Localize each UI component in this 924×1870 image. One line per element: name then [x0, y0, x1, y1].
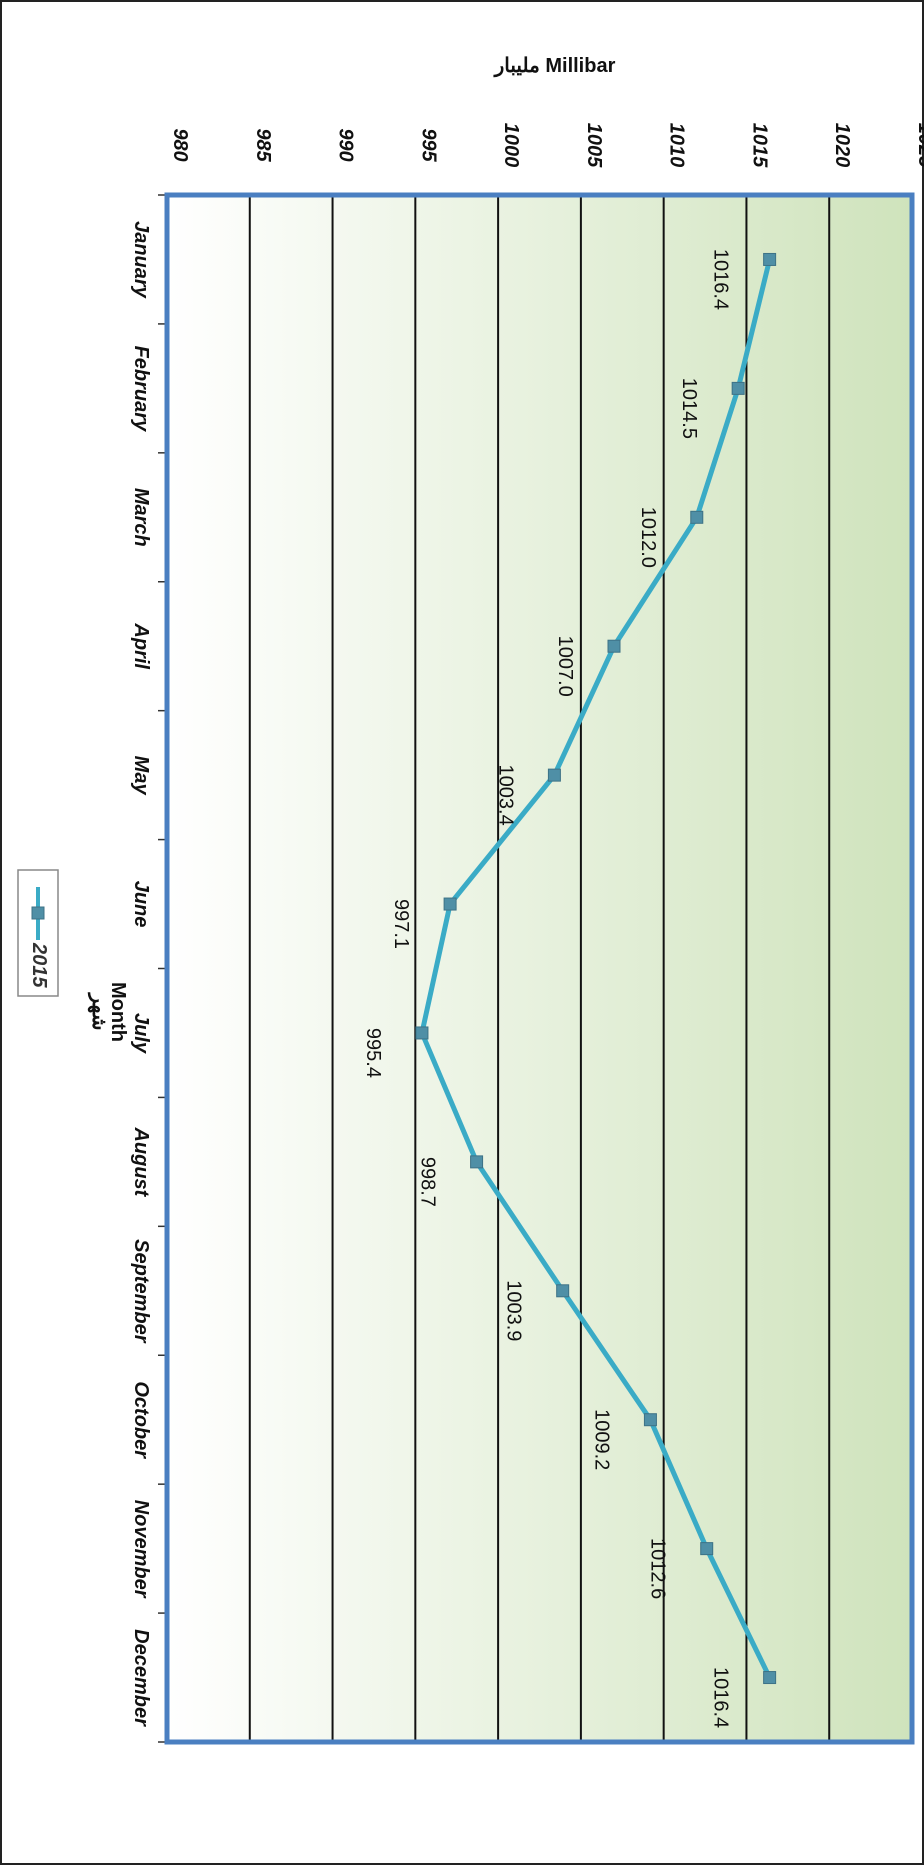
value-tick-label-1000: 1000 — [500, 123, 522, 168]
category-label-november: November — [130, 1500, 152, 1599]
value-tick-label-1015: 1015 — [748, 123, 770, 168]
category-label-february: February — [130, 346, 152, 432]
data-label-december: 1016.4 — [710, 1667, 732, 1728]
value-tick-label-995: 995 — [417, 128, 439, 162]
value-axis-title: مليبار Millibar — [493, 55, 616, 78]
value-tick-label-985: 985 — [252, 128, 274, 162]
category-label-june: June — [130, 881, 152, 928]
data-label-october: 1009.2 — [590, 1409, 612, 1470]
data-label-may: 1003.4 — [494, 765, 516, 826]
value-tick-label-980: 980 — [169, 128, 191, 161]
data-point-january — [763, 252, 777, 266]
data-labels: 1016.4 1014.5 1012.0 1007.0 1003.4 997.1 995.4… — [362, 249, 732, 1728]
category-label-august: August — [130, 1126, 152, 1197]
data-label-june: 997.1 — [390, 899, 412, 949]
data-label-february: 1014.5 — [678, 378, 700, 439]
category-label-october: October — [130, 1381, 152, 1459]
data-point-august — [470, 1155, 484, 1169]
value-axis-tick-labels: 980 985 990 995 1000 1005 1010 1015 1020 1025 — [169, 123, 924, 168]
category-label-january: January — [130, 221, 152, 299]
category-label-may: May — [130, 756, 152, 796]
data-label-january: 1016.4 — [710, 249, 732, 310]
value-tick-label-1025: 1025 — [914, 123, 924, 168]
plot-frame-border — [164, 192, 915, 1745]
category-axis-labels: January February March April May June July Augu… — [130, 221, 152, 1727]
plot-frame — [164, 192, 915, 1745]
legend: 2015 — [17, 869, 59, 997]
data-label-september: 1003.9 — [503, 1280, 525, 1341]
data-label-november: 1012.6 — [647, 1538, 669, 1599]
value-tick-label-990: 990 — [335, 128, 357, 161]
data-label-march: 1012.0 — [637, 507, 659, 568]
category-label-april: April — [130, 622, 152, 669]
data-point-september — [556, 1284, 570, 1298]
data-label-august: 998.7 — [417, 1157, 439, 1207]
plot-background — [167, 195, 912, 1742]
data-point-march — [690, 510, 704, 524]
value-tick-label-1020: 1020 — [831, 123, 853, 168]
legend-marker-swatch — [31, 906, 45, 920]
data-point-july — [415, 1026, 429, 1040]
value-tick-label-1010: 1010 — [666, 123, 688, 168]
category-label-december: December — [130, 1629, 152, 1727]
data-label-april: 1007.0 — [554, 636, 576, 697]
plot-area-gradient — [167, 195, 912, 1742]
category-axis-title-arabic: شهر — [87, 991, 110, 1030]
category-label-march: March — [130, 488, 152, 547]
legend-label: 2015 — [28, 942, 50, 988]
series-line-2015 — [419, 258, 773, 1679]
data-label-july: 995.4 — [362, 1028, 384, 1078]
series-2015 — [415, 252, 777, 1685]
data-point-may — [547, 768, 561, 782]
value-tick-label-1005: 1005 — [583, 123, 605, 168]
category-label-july: July — [130, 1013, 152, 1054]
category-label-september: September — [130, 1239, 152, 1344]
data-point-october — [643, 1413, 657, 1427]
data-point-june — [443, 897, 457, 911]
data-point-april — [607, 639, 621, 653]
data-point-december — [763, 1671, 777, 1685]
data-point-november — [700, 1542, 714, 1556]
category-axis-title-month: Month — [107, 982, 129, 1042]
data-point-february — [731, 381, 745, 395]
